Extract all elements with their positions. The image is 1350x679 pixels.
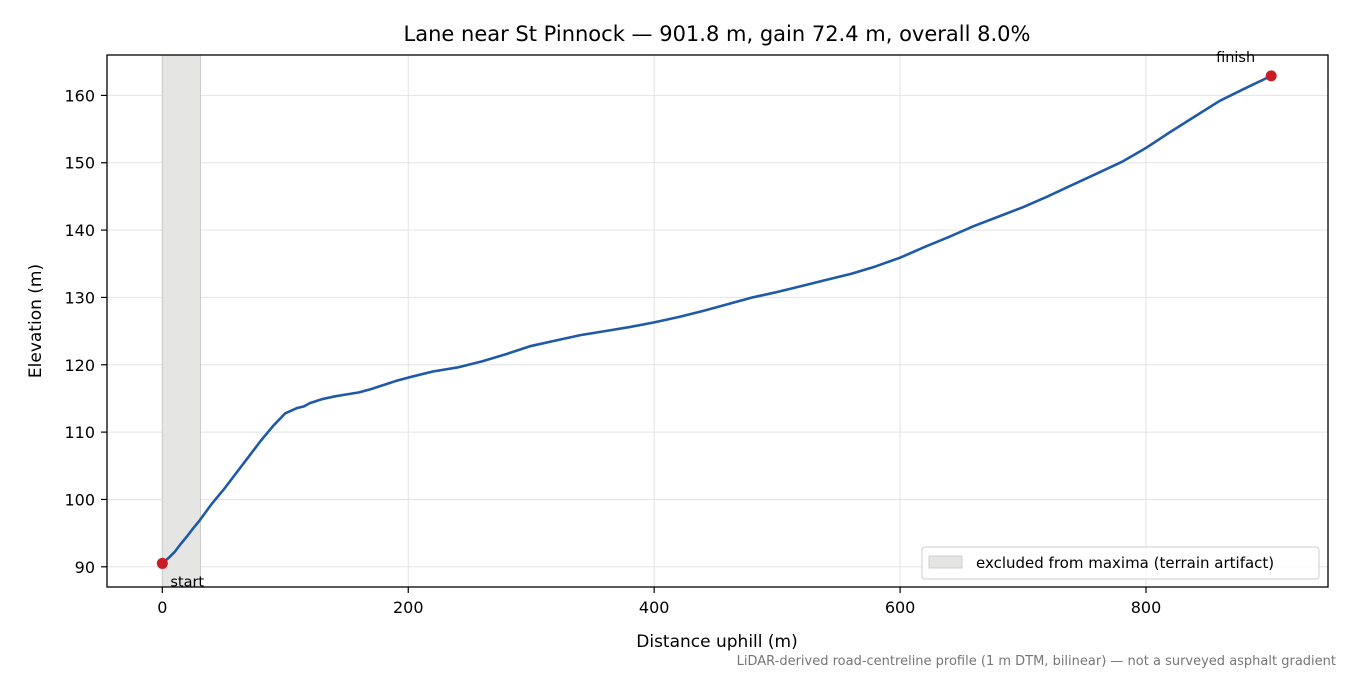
- chart-title: Lane near St Pinnock — 901.8 m, gain 72.…: [404, 22, 1031, 46]
- legend-box: [921, 546, 1320, 580]
- marker-layer: start finish: [156, 50, 1277, 590]
- series-layer: [161, 74, 1273, 565]
- y-tick-label: 120: [64, 356, 95, 375]
- y-tick-label: 90: [75, 558, 95, 577]
- y-axis-label: Elevation (m): [26, 264, 46, 378]
- footnote: LiDAR-derived road-centreline profile (1…: [737, 654, 1336, 669]
- marker-finish: [1265, 70, 1277, 82]
- y-tick-label: 160: [64, 86, 95, 105]
- plot-frame: [106, 54, 1329, 588]
- y-tick-label: 110: [64, 423, 95, 442]
- y-axis-ticks: 90 100 110 120 130 140 150 160: [64, 86, 107, 577]
- marker-start: [156, 557, 168, 569]
- y-tick-label: 100: [64, 490, 95, 509]
- x-tick-label: 600: [885, 598, 916, 617]
- x-tick-label: 400: [639, 598, 670, 617]
- annotation-finish: finish: [1216, 50, 1255, 66]
- y-tick-label: 140: [64, 221, 95, 240]
- y-tick-label: 130: [64, 288, 95, 307]
- legend: excluded from maxima (terrain artifact): [921, 546, 1320, 580]
- x-axis-ticks: 0 200 400 600 800: [157, 587, 1161, 617]
- annotation-start: start: [170, 574, 204, 590]
- excluded-region-layer: [161, 54, 201, 588]
- x-tick-label: 200: [393, 598, 424, 617]
- legend-swatch-excluded-region: [928, 555, 963, 569]
- grid: [107, 55, 1328, 587]
- x-tick-label: 0: [157, 598, 167, 617]
- x-axis-label: Distance uphill (m): [636, 632, 797, 652]
- x-tick-label: 800: [1131, 598, 1162, 617]
- y-tick-label: 150: [64, 154, 95, 173]
- legend-label-excluded-region: excluded from maxima (terrain artifact): [976, 554, 1274, 572]
- elevation-line: [161, 74, 1273, 565]
- excluded-region-band: [161, 54, 201, 588]
